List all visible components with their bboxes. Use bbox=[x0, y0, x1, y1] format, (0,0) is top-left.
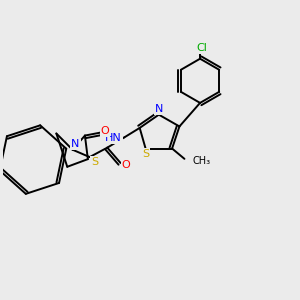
Text: N: N bbox=[71, 140, 80, 149]
Text: Cl: Cl bbox=[196, 44, 207, 53]
Text: S: S bbox=[142, 149, 149, 159]
Text: O: O bbox=[122, 160, 130, 170]
Text: HN: HN bbox=[105, 133, 122, 142]
Text: S: S bbox=[91, 157, 98, 167]
Text: CH₃: CH₃ bbox=[193, 156, 211, 166]
Text: O: O bbox=[100, 126, 109, 136]
Text: N: N bbox=[155, 104, 164, 114]
